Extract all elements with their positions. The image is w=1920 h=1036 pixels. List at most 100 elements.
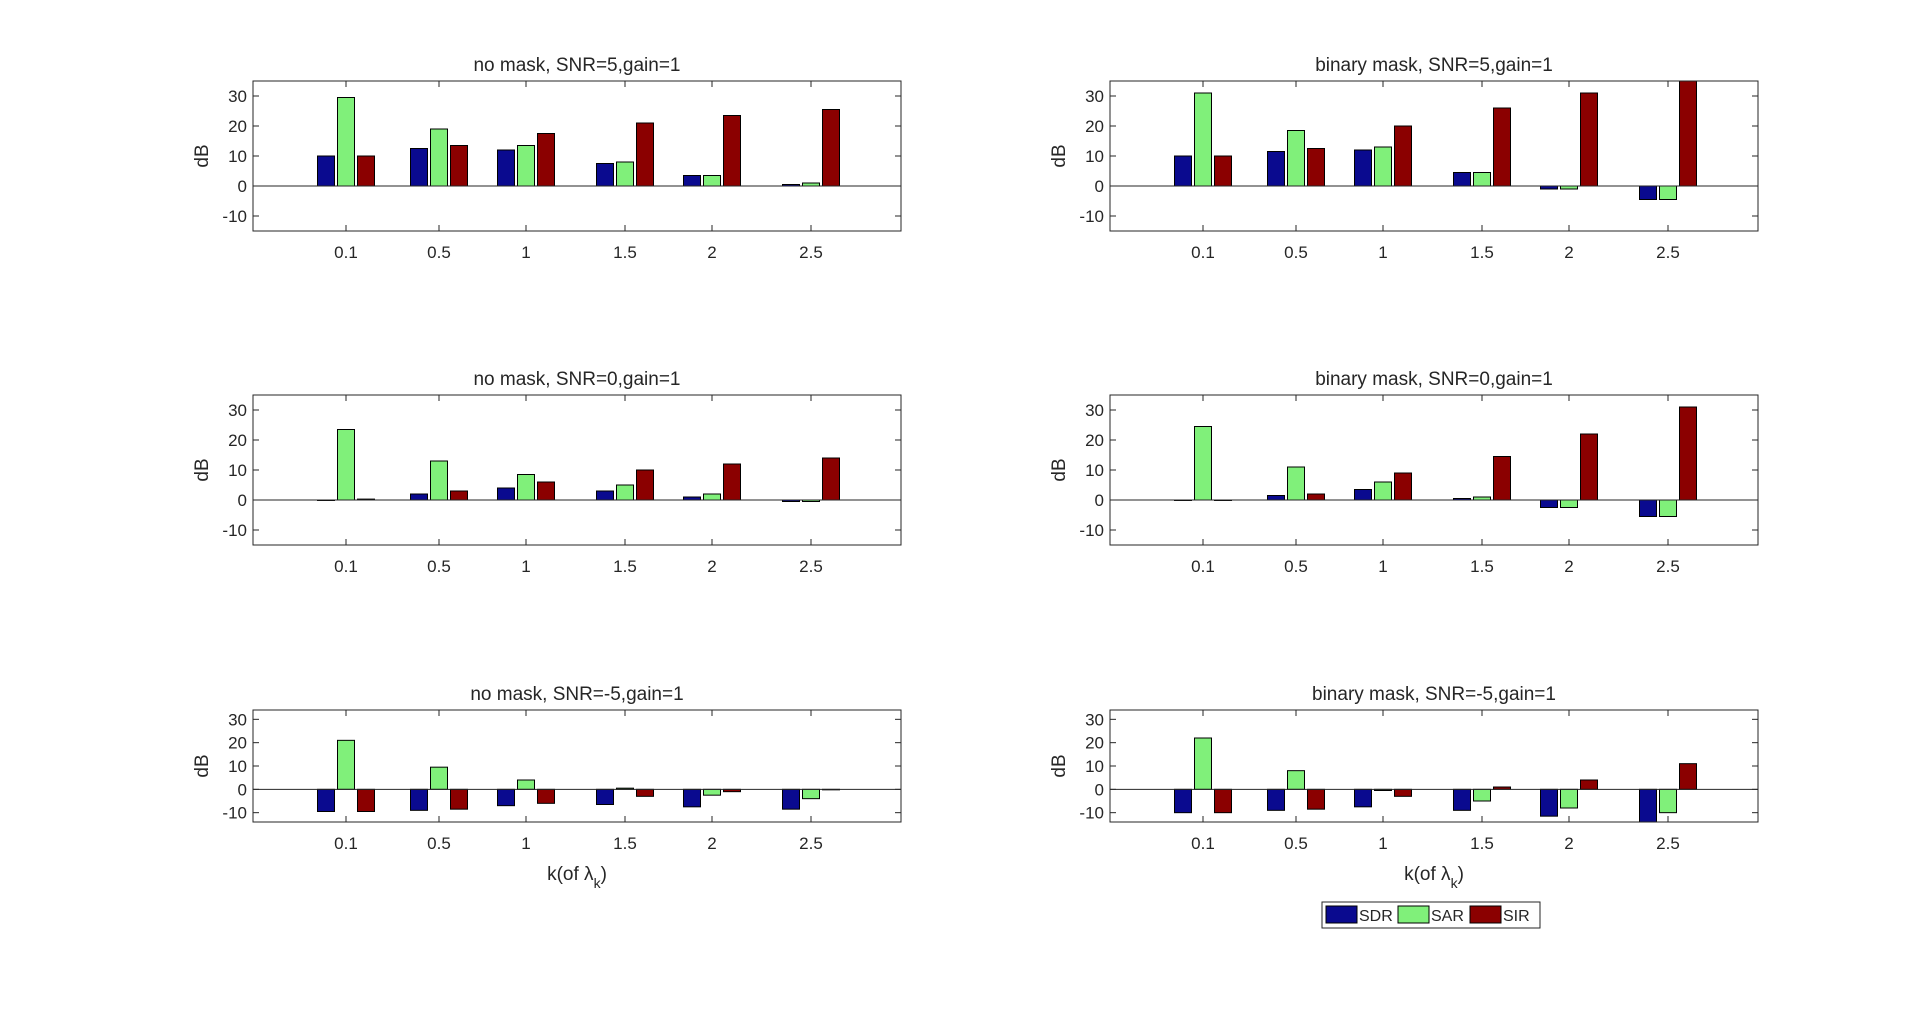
x-tick-label: 2 xyxy=(1564,557,1573,576)
bar-sdr-1 xyxy=(1354,489,1372,501)
bar-sar-2 xyxy=(703,493,721,501)
x-tick-label: 1.5 xyxy=(1470,557,1494,576)
bar-sdr-0.5 xyxy=(410,148,428,187)
y-axis-label: dB xyxy=(1049,144,1070,167)
legend-label-sir: SIR xyxy=(1503,908,1530,925)
bar-sar-1.5 xyxy=(1473,172,1491,187)
legend-swatch-sdr xyxy=(1325,905,1358,924)
bar-sdr-1.5 xyxy=(596,788,614,805)
chart-4: -10 0 10 20 30 0.1 0.5 1 1.5 2 2.5 binary mask, SNR… xyxy=(1049,369,1759,576)
bar-sir-2 xyxy=(1580,779,1598,790)
y-tick-label: 0 xyxy=(1095,491,1104,510)
y-tick-label: -10 xyxy=(222,207,247,226)
y-tick-label: -10 xyxy=(222,804,247,823)
y-tick-label: 10 xyxy=(228,757,247,776)
x-tick-label: 0.5 xyxy=(427,243,451,262)
bar-sdr-2 xyxy=(683,788,701,808)
bar-sdr-0.5 xyxy=(410,493,428,501)
bar-sdr-1.5 xyxy=(596,490,614,501)
bar-sdr-1.5 xyxy=(1453,172,1471,187)
chart-title: binary mask, SNR=-5,gain=1 xyxy=(1312,684,1556,705)
bar-sir-0.1 xyxy=(357,155,375,187)
x-tick-label: 2.5 xyxy=(799,557,823,576)
y-axis-label: dB xyxy=(192,458,213,481)
bar-sar-2.5 xyxy=(802,788,820,800)
chart-3: -10 0 10 20 30 0.1 0.5 1 1.5 2 2.5 no mask, SNR=0,g… xyxy=(192,369,902,576)
chart-2: -10 0 10 20 30 0.1 0.5 1 1.5 2 2.5 binary mask, SNR… xyxy=(1049,55,1759,262)
x-tick-label: 1.5 xyxy=(613,834,637,853)
legend-swatch-sir xyxy=(1469,905,1502,924)
y-tick-label: 10 xyxy=(1085,461,1104,480)
x-tick-label: 2.5 xyxy=(1656,834,1680,853)
x-tick-label: 1 xyxy=(521,557,530,576)
x-tick-label: 0.1 xyxy=(1191,243,1215,262)
y-tick-label: 30 xyxy=(228,710,247,729)
chart-title: no mask, SNR=-5,gain=1 xyxy=(470,684,683,705)
legend: SDR SAR SIR xyxy=(1321,901,1541,929)
x-tick-label: 0.5 xyxy=(1284,834,1308,853)
bar-sar-1 xyxy=(517,779,535,790)
y-tick-label: 30 xyxy=(228,401,247,420)
chart-title: no mask, SNR=5,gain=1 xyxy=(473,55,680,76)
bar-sar-0.1 xyxy=(1194,426,1212,501)
y-axis-label: dB xyxy=(192,144,213,167)
bar-sar-2.5 xyxy=(1659,499,1677,517)
bar-sdr-1 xyxy=(497,149,515,187)
bar-sir-0.1 xyxy=(1214,155,1232,187)
bar-sar-0.1 xyxy=(337,739,355,790)
x-tick-label: 0.5 xyxy=(1284,243,1308,262)
bar-sir-1.5 xyxy=(636,469,654,501)
bar-sar-0.5 xyxy=(1287,770,1305,790)
bar-sir-1.5 xyxy=(1493,456,1511,501)
x-tick-label: 1.5 xyxy=(1470,243,1494,262)
legend-label-sdr: SDR xyxy=(1359,908,1393,925)
bar-sdr-0.1 xyxy=(317,788,335,812)
y-tick-label: 10 xyxy=(228,461,247,480)
y-tick-label: 30 xyxy=(1085,710,1104,729)
bar-sdr-2 xyxy=(683,175,701,187)
bar-sar-0.1 xyxy=(1194,737,1212,790)
y-tick-label: 20 xyxy=(228,431,247,450)
bar-sar-2 xyxy=(1560,788,1578,809)
bar-sar-1 xyxy=(517,145,535,187)
x-tick-label: 2 xyxy=(1564,834,1573,853)
x-tick-label: 1 xyxy=(521,243,530,262)
bar-sir-2.5 xyxy=(1679,80,1697,187)
y-tick-label: 0 xyxy=(1095,780,1104,799)
x-tick-label: 0.1 xyxy=(334,557,358,576)
bar-sir-1 xyxy=(1394,788,1412,797)
chart-title: binary mask, SNR=0,gain=1 xyxy=(1315,369,1553,390)
bar-sar-1.5 xyxy=(1473,788,1491,802)
bar-sir-1 xyxy=(537,481,555,501)
x-tick-label: 0.1 xyxy=(334,243,358,262)
bar-sar-2.5 xyxy=(1659,788,1677,814)
bar-sdr-0.5 xyxy=(410,788,428,811)
plot-area xyxy=(253,395,901,545)
bar-sdr-0.1 xyxy=(317,155,335,187)
y-tick-label: 0 xyxy=(238,491,247,510)
bar-sar-2 xyxy=(703,175,721,187)
bar-sir-2.5 xyxy=(1679,406,1697,501)
bar-sar-0.5 xyxy=(1287,466,1305,501)
y-tick-label: 0 xyxy=(238,780,247,799)
x-axis-label: k(of λk) xyxy=(1404,864,1464,891)
x-tick-label: 0.5 xyxy=(427,557,451,576)
bar-sir-2 xyxy=(723,463,741,501)
bar-sdr-1 xyxy=(497,487,515,501)
bar-sar-0.1 xyxy=(337,429,355,501)
x-tick-label: 1 xyxy=(521,834,530,853)
y-tick-label: 20 xyxy=(228,734,247,753)
bar-sdr-2 xyxy=(1540,788,1558,817)
bar-sdr-1.5 xyxy=(596,163,614,187)
bar-sdr-2.5 xyxy=(1639,499,1657,517)
bar-sdr-0.1 xyxy=(1174,155,1192,187)
bar-sar-1 xyxy=(1374,481,1392,501)
x-tick-label: 1.5 xyxy=(613,557,637,576)
legend-label-sar: SAR xyxy=(1431,908,1464,925)
bar-sar-0.5 xyxy=(430,128,448,187)
y-tick-label: 20 xyxy=(1085,431,1104,450)
x-tick-label: 1.5 xyxy=(1470,834,1494,853)
bar-sir-0.5 xyxy=(450,145,468,187)
bar-sar-0.5 xyxy=(1287,130,1305,187)
bar-sir-0.1 xyxy=(357,788,375,812)
